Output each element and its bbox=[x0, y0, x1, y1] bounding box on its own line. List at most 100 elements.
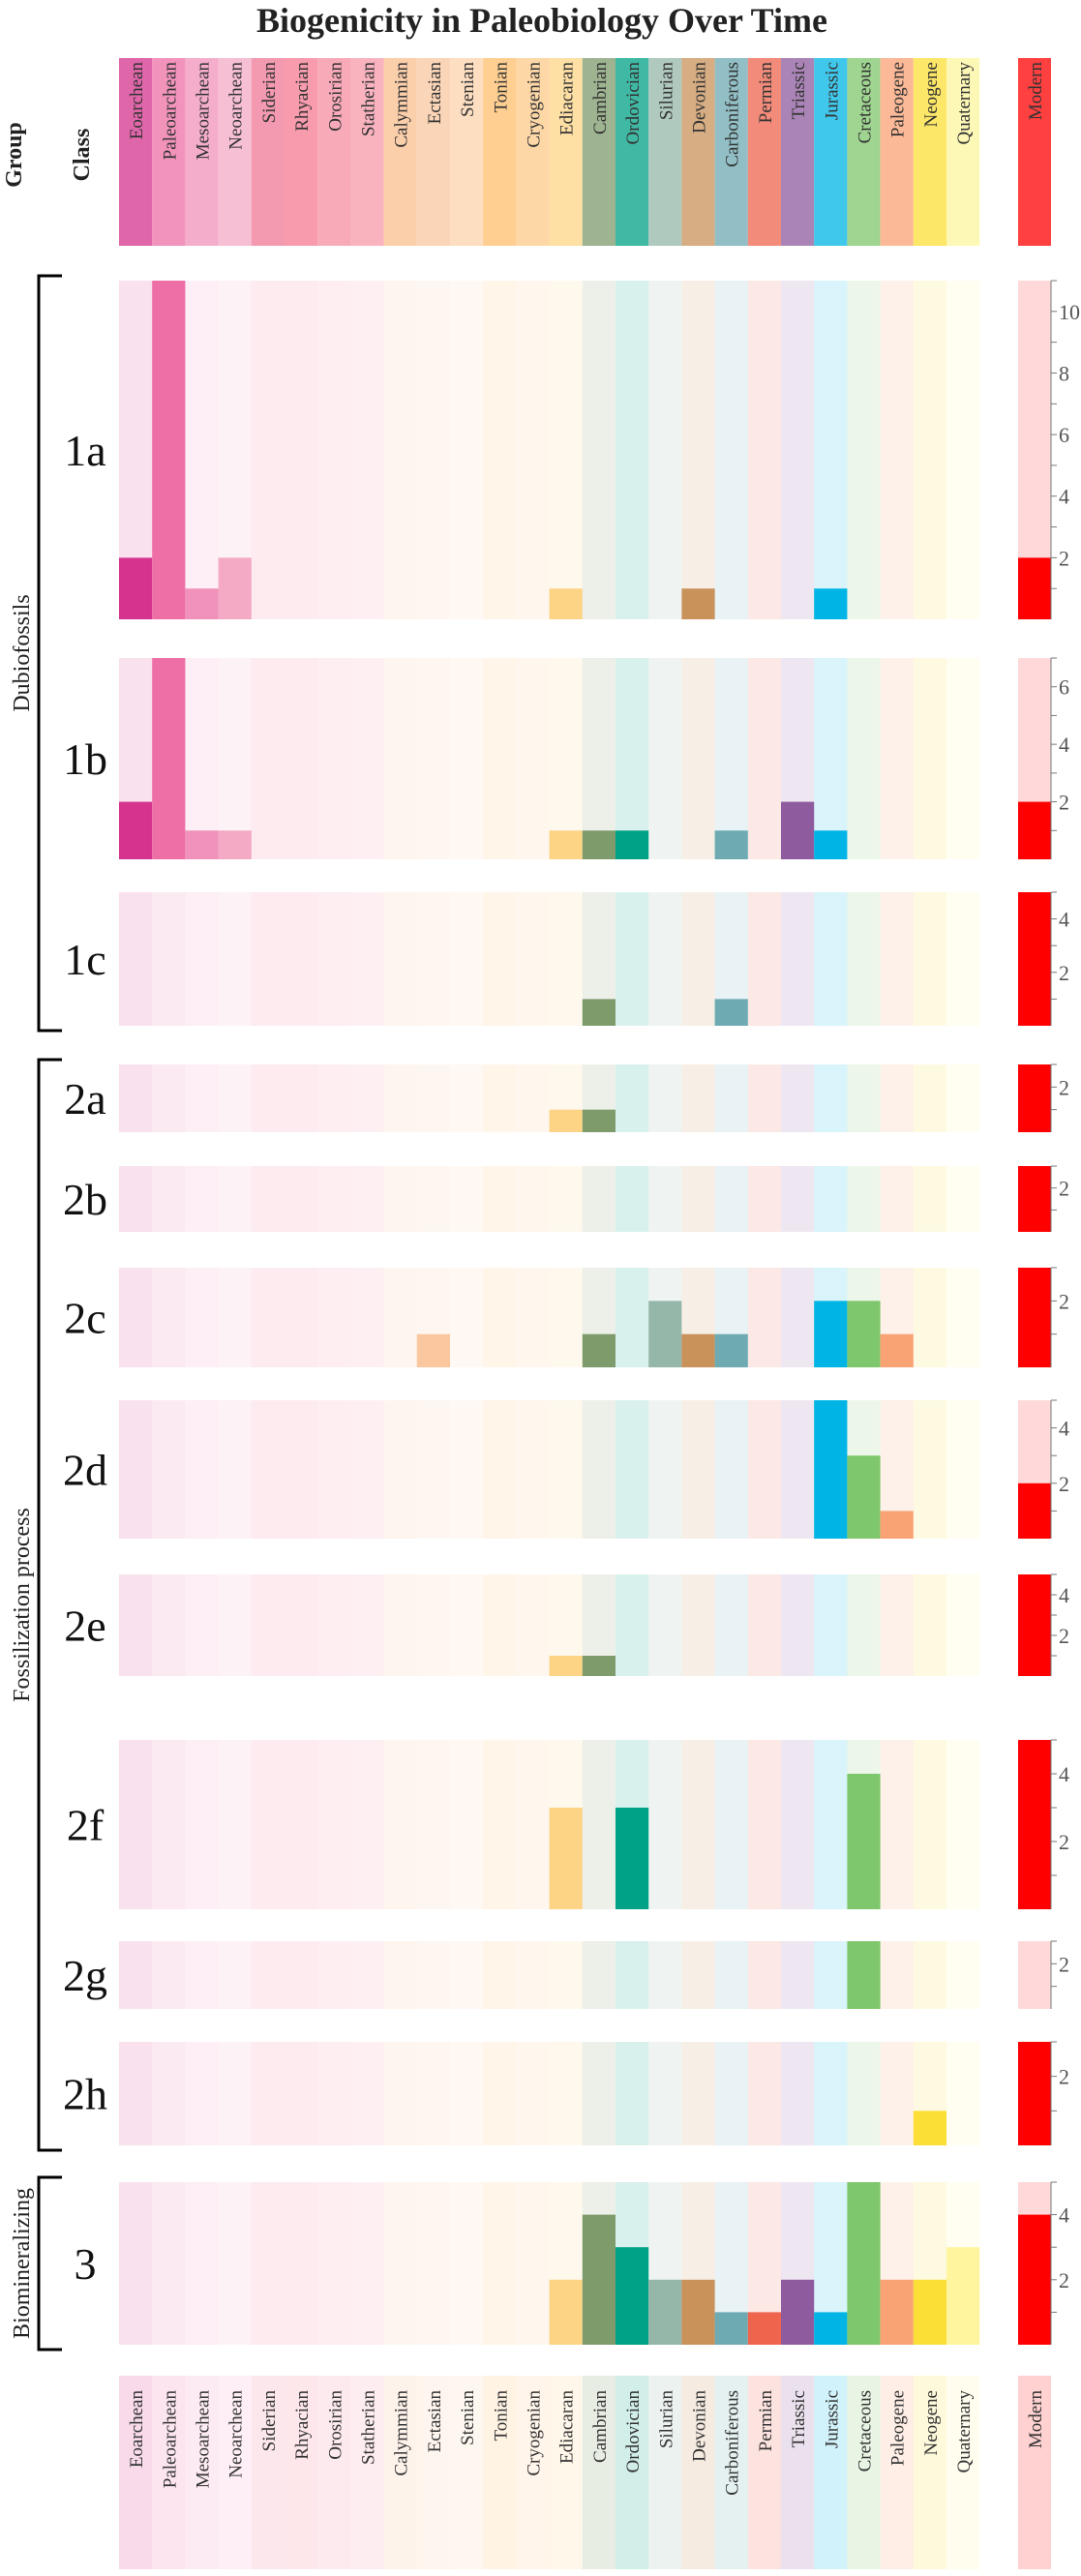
panel-background bbox=[416, 1740, 450, 1909]
footer-period-label: Permian bbox=[756, 2390, 776, 2452]
bar-3-neogene bbox=[913, 2279, 946, 2345]
panel-background bbox=[251, 1574, 285, 1676]
panel-background bbox=[218, 1941, 252, 2009]
panel-background bbox=[483, 1400, 517, 1539]
panel-background bbox=[781, 1400, 815, 1539]
y-tick-label: 6 bbox=[1059, 675, 1069, 700]
panel-background bbox=[946, 1064, 980, 1132]
panel-background bbox=[317, 1268, 351, 1367]
footer-swatch-paleoarchean bbox=[152, 2376, 186, 2569]
y-tick-label: 2 bbox=[1059, 1952, 1069, 1976]
bar-2d-paleogene bbox=[880, 1511, 914, 1539]
header-swatch-stenian bbox=[450, 58, 484, 246]
panel-background bbox=[185, 1740, 219, 1909]
panel-background bbox=[416, 2042, 450, 2145]
panel-background bbox=[251, 1064, 285, 1132]
panel-background bbox=[416, 1064, 450, 1132]
panel-background bbox=[119, 1941, 153, 2009]
panel-background bbox=[549, 281, 583, 619]
panel-background bbox=[450, 2042, 484, 2145]
panel-background bbox=[814, 892, 848, 1026]
bar-2f-cretaceous bbox=[847, 1774, 881, 1909]
panel-background bbox=[516, 658, 550, 859]
y-tick-label: 2 bbox=[1059, 2268, 1069, 2292]
panel-background bbox=[847, 281, 881, 619]
panel-background bbox=[483, 1941, 517, 2009]
header-period-label: Neoarchean bbox=[226, 62, 247, 150]
bar-2f-ordovician bbox=[616, 1808, 649, 1909]
panel-background bbox=[416, 2182, 450, 2345]
bar-2c-paleogene bbox=[880, 1333, 914, 1367]
panel-background bbox=[847, 892, 881, 1026]
panel-background bbox=[516, 1166, 550, 1232]
panel-background bbox=[450, 1166, 484, 1232]
class-column-header: Class bbox=[70, 129, 95, 182]
panel-background bbox=[516, 892, 550, 1026]
panel-background bbox=[681, 1740, 715, 1909]
panel-background bbox=[747, 892, 781, 1026]
bar-1a-devonian bbox=[681, 588, 715, 619]
panel-background bbox=[880, 1740, 914, 1909]
panel-background bbox=[185, 1574, 219, 1676]
panel-background bbox=[747, 1941, 781, 2009]
panel-background bbox=[814, 658, 848, 859]
panel-background bbox=[648, 658, 682, 859]
footer-period-label: Jurassic bbox=[822, 2390, 842, 2448]
class-label: 1b bbox=[63, 734, 107, 784]
header-swatch-neogene bbox=[913, 58, 946, 246]
panel-background bbox=[880, 1941, 914, 2009]
panel-background bbox=[714, 1941, 748, 2009]
bar-2h-neogene bbox=[913, 2111, 946, 2145]
header-period-label: Orosirian bbox=[325, 62, 345, 132]
panel-background bbox=[152, 2042, 186, 2145]
class-label: 2a bbox=[64, 1074, 105, 1123]
panel-background bbox=[483, 1740, 517, 1909]
panel-background bbox=[781, 1941, 815, 2009]
panel-background bbox=[946, 658, 980, 859]
panel-background bbox=[616, 1064, 649, 1132]
panel-background bbox=[218, 1400, 252, 1539]
panel-background bbox=[251, 658, 285, 859]
bar-2e-cambrian bbox=[582, 1656, 616, 1676]
footer-period-label: Paleoarchean bbox=[160, 2390, 180, 2489]
panel-background bbox=[185, 1268, 219, 1367]
panel-background bbox=[747, 281, 781, 619]
footer-period-label: Carboniferous bbox=[723, 2390, 743, 2496]
panel-background bbox=[880, 281, 914, 619]
panel-background bbox=[516, 2042, 550, 2145]
panel-background bbox=[847, 1064, 881, 1132]
panel-background bbox=[152, 1400, 186, 1539]
bar-1b-ordovician bbox=[616, 830, 649, 859]
group-label: Dubiofossils bbox=[10, 594, 35, 711]
bar-2e-modern bbox=[1018, 1574, 1051, 1676]
panel-background bbox=[946, 1740, 980, 1909]
header-swatch-carboniferous bbox=[714, 58, 748, 246]
header-period-label: Jurassic bbox=[822, 62, 842, 120]
bar-1a-paleoarchean bbox=[152, 281, 186, 619]
panel-background bbox=[285, 1064, 318, 1132]
footer-period-label: Eoarchean bbox=[127, 2390, 147, 2469]
panel-background bbox=[350, 1941, 384, 2009]
group-bracket bbox=[37, 274, 62, 1033]
panel-background bbox=[185, 1941, 219, 2009]
footer-period-label: Calymmian bbox=[392, 2390, 412, 2476]
header-swatch-permian bbox=[747, 58, 781, 246]
panel-background bbox=[516, 1268, 550, 1367]
panel-background bbox=[616, 892, 649, 1026]
footer-swatch-carboniferous bbox=[714, 2376, 748, 2569]
y-tick-label: 4 bbox=[1059, 1417, 1069, 1441]
panel-background bbox=[119, 1268, 153, 1367]
panel-background bbox=[383, 1064, 417, 1132]
panel-background bbox=[218, 2182, 252, 2345]
group-bracket bbox=[37, 2175, 62, 2351]
panel-background bbox=[350, 658, 384, 859]
bar-2a-cambrian bbox=[582, 1109, 616, 1132]
bar-2c-carboniferous bbox=[714, 1333, 748, 1367]
bar-3-cambrian bbox=[582, 2214, 616, 2345]
panel-background bbox=[416, 281, 450, 619]
panel-background bbox=[218, 1166, 252, 1232]
bar-1a-modern bbox=[1018, 557, 1051, 619]
header-swatch-mesoarchean bbox=[185, 58, 219, 246]
panel-background bbox=[681, 1166, 715, 1232]
footer-swatch-orosirian bbox=[317, 2376, 351, 2569]
